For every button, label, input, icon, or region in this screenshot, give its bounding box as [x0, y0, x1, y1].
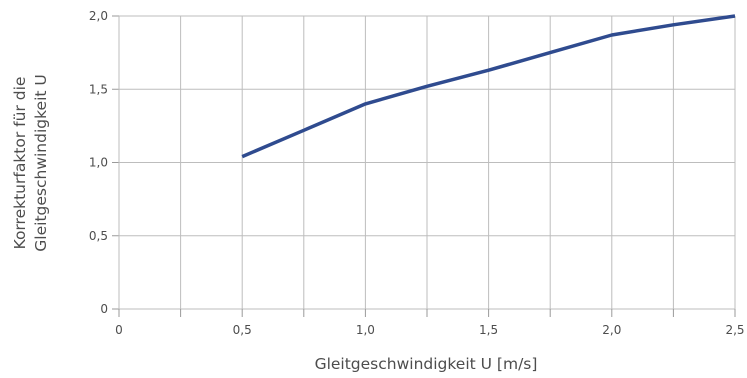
y-axis-title: Korrekturfaktor für die Gleitgeschwindig… [11, 74, 50, 251]
x-tick-label: 2,0 [602, 323, 621, 337]
x-axis-title: Gleitgeschwindigkeit U [m/s] [315, 355, 538, 373]
x-tick-label: 0,5 [233, 323, 252, 337]
y-tick-label: 1,5 [89, 82, 108, 96]
grid [112, 15, 736, 317]
y-tick-label: 0 [100, 302, 108, 316]
series-line [241, 14, 736, 159]
y-tick-label: 2,0 [89, 9, 108, 23]
tick-labels: 0 0,5 1,0 1,5 2,0 0 0,5 1,0 1,5 2,0 2,5 [89, 9, 745, 337]
y-tick-label: 0,5 [89, 229, 108, 243]
y-axis-title-line-1: Korrekturfaktor für die [11, 77, 29, 250]
x-tick-label: 1,5 [479, 323, 498, 337]
series-layer [241, 14, 736, 159]
y-axis-title-line-2: Gleitgeschwindigkeit U [32, 74, 50, 251]
x-tick-label: 1,0 [356, 323, 375, 337]
x-tick-label: 2,5 [725, 323, 744, 337]
x-tick-label: 0 [115, 323, 123, 337]
y-tick-label: 1,0 [89, 156, 108, 170]
